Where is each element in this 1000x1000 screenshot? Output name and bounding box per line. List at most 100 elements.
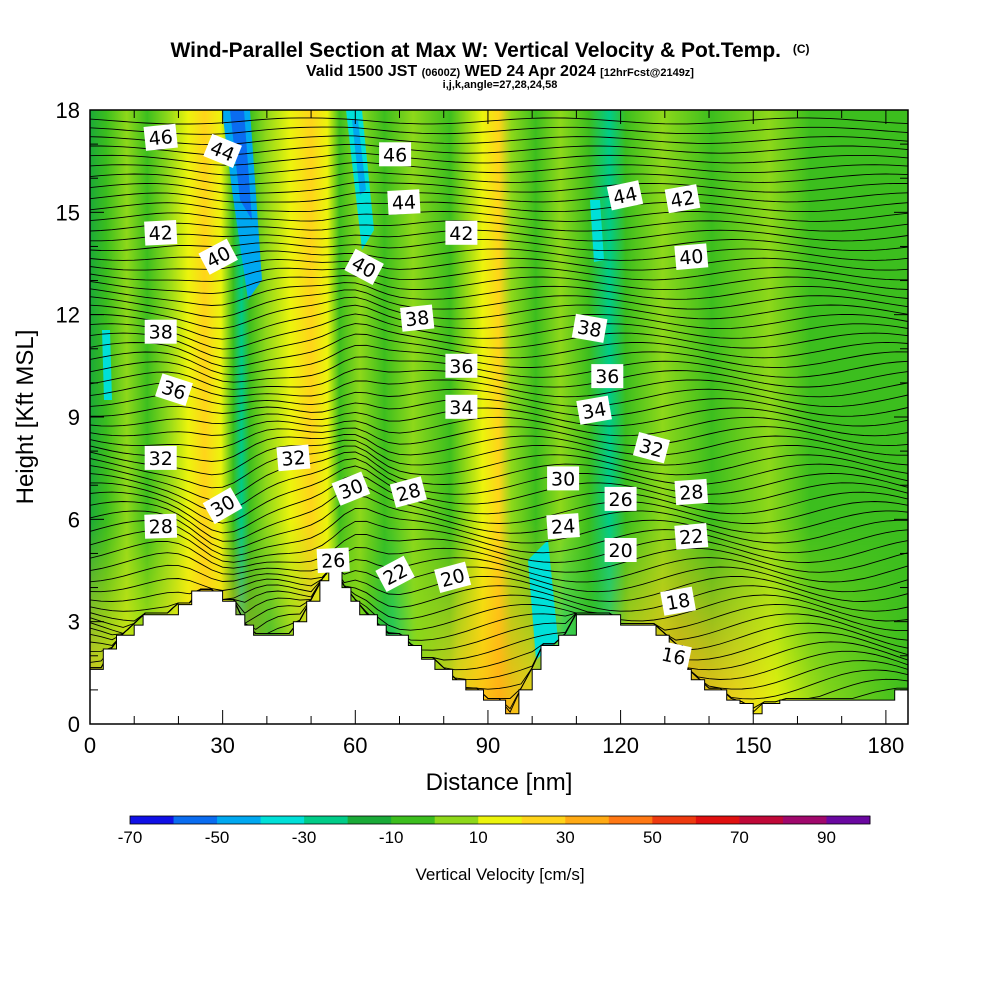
x-tick-label: 180 bbox=[868, 733, 905, 758]
contour-label: 42 bbox=[144, 219, 178, 246]
chart-title-text: Wind-Parallel Section at Max W: Vertical… bbox=[170, 39, 781, 62]
contour-label-text: 38 bbox=[404, 307, 430, 331]
contour-label: 34 bbox=[445, 394, 478, 419]
contour-label-box bbox=[591, 364, 624, 389]
contour-label-box bbox=[144, 513, 178, 539]
isentrope-line bbox=[90, 296, 908, 329]
isentrope-line bbox=[90, 398, 908, 417]
contour-label-box bbox=[144, 445, 177, 470]
contour-label: 32 bbox=[276, 444, 311, 472]
contour-label: 38 bbox=[144, 319, 177, 344]
contour-label: 22 bbox=[674, 523, 709, 550]
isentrope-line bbox=[90, 126, 908, 135]
contour-label-text: 26 bbox=[321, 550, 346, 573]
contour-label: 36 bbox=[445, 353, 478, 378]
colorbar-swatch bbox=[608, 816, 653, 824]
contour-label-text: 36 bbox=[595, 366, 619, 388]
isentrope-line bbox=[90, 313, 908, 350]
colorbar-swatch bbox=[652, 816, 697, 824]
contour-label-box bbox=[434, 561, 472, 594]
contour-label-box bbox=[203, 133, 242, 169]
contour-label-text: 26 bbox=[609, 489, 633, 511]
downdraft-core-2b bbox=[352, 120, 366, 195]
isentrope-line bbox=[90, 534, 908, 569]
isentrope-line bbox=[90, 564, 908, 593]
contour-label: 16 bbox=[655, 640, 692, 671]
contour-label: 20 bbox=[604, 538, 637, 562]
contour-label-text: 38 bbox=[149, 322, 173, 344]
contour-label-box bbox=[547, 466, 580, 491]
contour-label: 30 bbox=[547, 466, 580, 491]
contour-label-box bbox=[664, 184, 701, 214]
contour-label: 32 bbox=[144, 445, 177, 470]
contour-label-box bbox=[674, 478, 709, 506]
contour-label-box bbox=[375, 555, 415, 593]
contour-label: 46 bbox=[143, 123, 178, 151]
contour-label-box bbox=[445, 353, 478, 378]
isentrope-line bbox=[90, 356, 908, 383]
contour-label-box bbox=[674, 243, 709, 271]
chart-subtitle: Valid 1500 JST (0600Z) WED 24 Apr 2024 [… bbox=[306, 63, 694, 80]
contour-label: 38 bbox=[571, 313, 608, 343]
isentrope-line bbox=[90, 289, 908, 318]
colorbar-swatch bbox=[434, 816, 479, 824]
contour-label-box bbox=[155, 373, 193, 407]
contour-label-box bbox=[202, 487, 243, 525]
subtitle-utc: (0600Z) bbox=[422, 67, 461, 79]
contour-label-box bbox=[389, 476, 427, 508]
isentrope-line bbox=[90, 416, 908, 437]
downdraft-core-4 bbox=[528, 540, 558, 660]
isentrope-line bbox=[90, 547, 908, 575]
isentrope-line bbox=[90, 229, 908, 242]
contour-label: 26 bbox=[316, 547, 350, 574]
contour-label-text: 16 bbox=[659, 644, 687, 671]
contour-label-text: 38 bbox=[576, 316, 604, 342]
contour-label-text: 44 bbox=[391, 191, 416, 214]
contour-label-box bbox=[674, 523, 709, 550]
contour-label: 38 bbox=[400, 304, 435, 332]
contour-label-text: 32 bbox=[149, 448, 173, 470]
isentrope-line bbox=[90, 465, 908, 524]
contour-label-box bbox=[143, 123, 178, 151]
contour-label-text: 46 bbox=[383, 144, 407, 166]
contour-label: 34 bbox=[576, 395, 612, 425]
colorbar-swatch bbox=[347, 816, 392, 824]
contour-label-box bbox=[387, 189, 421, 215]
isentrope-line bbox=[90, 439, 908, 476]
contour-label-box bbox=[660, 586, 696, 616]
isentrope-line bbox=[90, 426, 908, 449]
colorbar-swatch bbox=[391, 816, 436, 824]
plot-area bbox=[90, 110, 908, 724]
colorbar-tick-label: -70 bbox=[118, 828, 143, 847]
contour-label-box bbox=[445, 394, 478, 419]
contour-label-text: 22 bbox=[678, 525, 704, 549]
contour-label: 44 bbox=[387, 189, 421, 215]
isentrope-line bbox=[90, 282, 908, 306]
contour-label: 42 bbox=[664, 184, 701, 214]
colorbar-tick-label: -30 bbox=[292, 828, 317, 847]
contour-label-box bbox=[144, 219, 178, 246]
contour-label-box bbox=[604, 486, 637, 511]
isentrope-line bbox=[90, 304, 908, 340]
isentrope-line bbox=[90, 484, 908, 542]
contour-label-box bbox=[606, 180, 644, 211]
contour-label-box bbox=[604, 538, 637, 562]
contour-label-text: 30 bbox=[551, 468, 575, 490]
contour-label: 44 bbox=[606, 180, 644, 211]
colorbar-swatch bbox=[478, 816, 523, 824]
contour-label-box bbox=[571, 313, 608, 343]
y-tick-label: 15 bbox=[56, 200, 80, 225]
contour-label-text: 20 bbox=[609, 540, 633, 562]
x-tick-label: 30 bbox=[210, 733, 234, 758]
contour-label-text: 42 bbox=[449, 223, 473, 245]
isentrope-line bbox=[90, 379, 908, 398]
isentrope-line bbox=[90, 407, 908, 427]
subtitle-date: WED 24 Apr 2024 bbox=[465, 63, 596, 80]
contour-label: 30 bbox=[331, 471, 371, 506]
contour-label-box bbox=[198, 238, 238, 275]
x-tick-label: 0 bbox=[84, 733, 96, 758]
contour-label: 28 bbox=[144, 513, 178, 539]
x-axis-label: Distance [nm] bbox=[426, 769, 573, 796]
isentrope-line bbox=[90, 257, 908, 271]
